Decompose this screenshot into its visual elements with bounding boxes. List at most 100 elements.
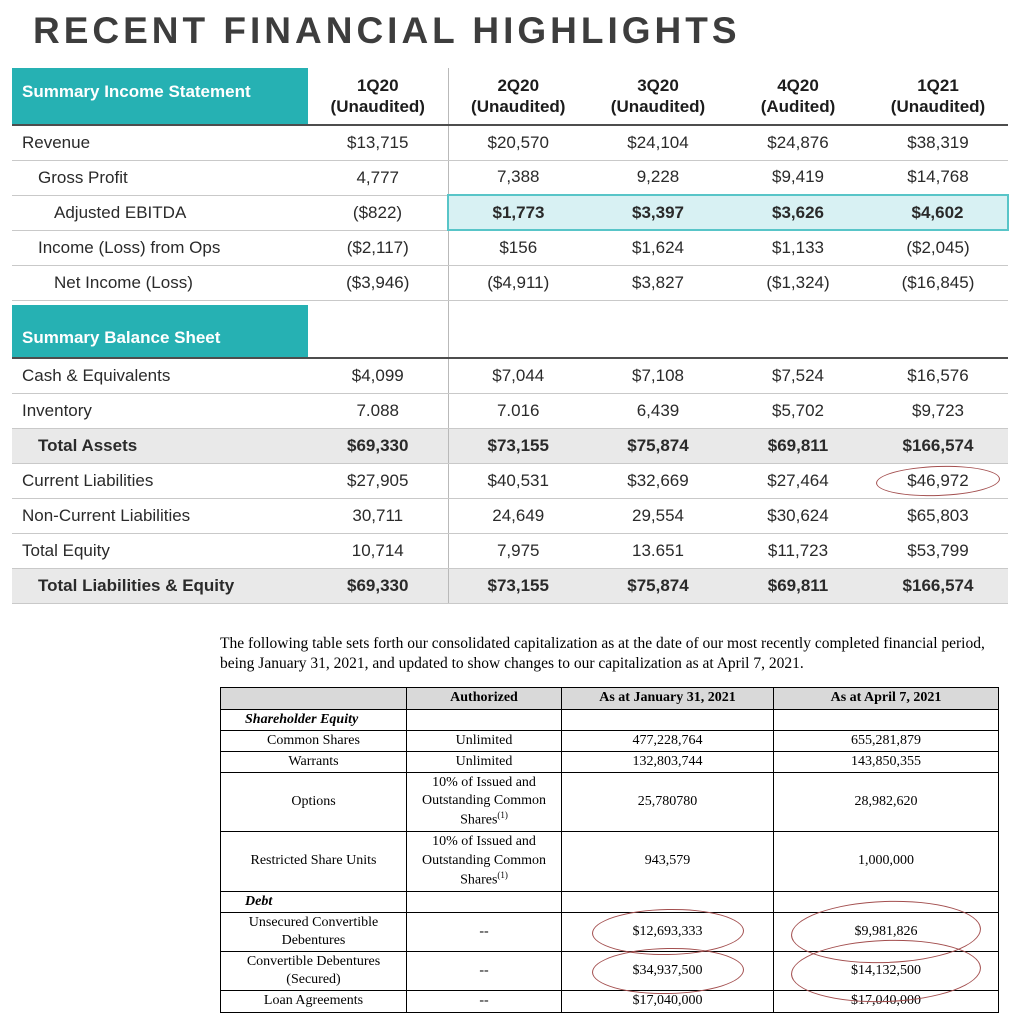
- column-period: 1Q21: [917, 75, 959, 95]
- cell: $38,319: [868, 125, 1008, 161]
- cell: 9,228: [588, 160, 728, 196]
- cap-cell: 943,579: [561, 831, 774, 892]
- cell: $65,803: [868, 498, 1008, 534]
- cell: $13,715: [308, 125, 448, 161]
- summary-table-header-row: Summary Income Statement 1Q20 (Unaudited) 2…: [12, 68, 1008, 126]
- row-label: Non-Current Liabilities: [12, 498, 308, 534]
- cap-row: Convertible Debentures (Secured) -- $34,93…: [220, 936, 999, 1006]
- cell: $16,576: [868, 358, 1008, 394]
- cell: $69,330: [308, 428, 448, 464]
- cell: $14,768: [868, 160, 1008, 196]
- cap-row: Loan Agreements -- $17,040,000 $17,040,000: [220, 990, 999, 1013]
- row-label: Total Equity: [12, 533, 308, 569]
- cell: ($1,324): [728, 265, 868, 301]
- cell: $20,570: [447, 125, 588, 161]
- row-label: Cash & Equivalents: [12, 358, 308, 394]
- column-header-1Q21: 1Q21 (Unaudited): [868, 68, 1008, 126]
- cap-label: Convertible Debentures (Secured): [220, 951, 407, 992]
- cell: $7,524: [728, 358, 868, 394]
- cap-label: Loan Agreements: [220, 990, 407, 1013]
- cell: 10,714: [308, 533, 448, 569]
- balance-row: Current Liabilities $27,905 $40,531 $32,669…: [12, 463, 1008, 499]
- cap-label: Restricted Share Units: [220, 831, 407, 892]
- annotation-circle: [591, 907, 744, 957]
- cell: ($4,911): [447, 265, 588, 301]
- column-audit-status: (Unaudited): [610, 97, 706, 116]
- row-label: Total Liabilities & Equity: [12, 568, 308, 604]
- cell: $27,464: [728, 463, 868, 499]
- cell: $9,419: [728, 160, 868, 196]
- cell: ($3,946): [308, 265, 448, 301]
- cap-header: As at April 7, 2021: [773, 687, 999, 710]
- column-period: 4Q20: [777, 75, 819, 95]
- cap-authorized: 10% of Issued and Outstanding Common Sha…: [406, 831, 562, 892]
- cap-authorized: Unlimited: [406, 750, 562, 774]
- balance-sheet-header: Summary Balance Sheet: [12, 305, 308, 357]
- cell: $1,133: [728, 230, 868, 266]
- row-label: Net Income (Loss): [12, 265, 308, 301]
- column-audit-status: (Audited): [760, 97, 836, 116]
- cap-authorized: --: [406, 911, 562, 953]
- cell: 7,975: [447, 533, 588, 569]
- cap-cell: 132,803,744: [561, 750, 774, 774]
- cap-row: Shareholder Equity: [220, 708, 999, 731]
- cap-cell: $9,981,826: [773, 897, 999, 967]
- balance-row: Total Assets $69,330 $73,155 $75,874 $69,811…: [12, 428, 1008, 464]
- cell: $40,531: [447, 463, 588, 499]
- section-label: Debt: [220, 890, 407, 913]
- column-header-2Q20: 2Q20 (Unaudited): [447, 68, 588, 126]
- column-header-1Q20: 1Q20 (Unaudited): [308, 68, 448, 126]
- cap-cell: 1,000,000: [773, 831, 999, 892]
- cell: 4,777: [308, 160, 448, 196]
- cell: $3,397: [588, 194, 728, 231]
- income-row: Income (Loss) from Ops ($2,117) $156 $1,624…: [12, 230, 1008, 266]
- cell: $7,044: [447, 358, 588, 394]
- cell: $75,874: [588, 568, 728, 604]
- column-audit-status: (Unaudited): [471, 97, 566, 116]
- cell: ($2,117): [308, 230, 448, 266]
- cap-row: Common Shares Unlimited 477,228,764 655,281…: [220, 729, 999, 752]
- cap-row: Unsecured Convertible Debentures -- $12,69…: [220, 897, 999, 967]
- capitalization-section: The following table sets forth our conso…: [220, 634, 1010, 1013]
- cell: 29,554: [588, 498, 728, 534]
- cell: ($16,845): [868, 265, 1008, 301]
- cell: $4,099: [308, 358, 448, 394]
- cell: 6,439: [588, 393, 728, 429]
- cell: $11,723: [728, 533, 868, 569]
- section-label: Shareholder Equity: [220, 708, 407, 731]
- cell: $30,624: [728, 498, 868, 534]
- cap-cell: 28,982,620: [773, 772, 999, 833]
- cap-authorized: --: [406, 990, 562, 1013]
- cap-header: Authorized: [406, 687, 562, 710]
- cell: $9,723: [868, 393, 1008, 429]
- footnote-marker: (1): [497, 810, 508, 821]
- cap-row: Options 10% of Issued and Outstanding Com…: [220, 772, 999, 833]
- row-label: Income (Loss) from Ops: [12, 230, 308, 266]
- row-label: Inventory: [12, 393, 308, 429]
- cell: $24,104: [588, 125, 728, 161]
- cell: 7.016: [447, 393, 588, 429]
- row-label: Revenue: [12, 125, 308, 161]
- capitalization-table: Authorized As at January 31, 2021 As at Ap…: [220, 687, 999, 1013]
- income-row: Revenue $13,715 $20,570 $24,104 $24,876 $38,3…: [12, 125, 1008, 161]
- cap-label: Common Shares: [220, 729, 407, 752]
- cap-cell: 477,228,764: [561, 729, 774, 752]
- cap-cell: $17,040,000: [773, 990, 999, 1013]
- cell: $69,811: [728, 568, 868, 604]
- balance-sheet-band-row: Summary Balance Sheet: [12, 300, 1008, 359]
- balance-row: Inventory 7.088 7.016 6,439 $5,702 $9,723: [12, 393, 1008, 429]
- cell: $73,155: [447, 568, 588, 604]
- balance-row: Non-Current Liabilities 30,711 24,649 29,55…: [12, 498, 1008, 534]
- cell: $32,669: [588, 463, 728, 499]
- row-label: Adjusted EBITDA: [12, 195, 308, 231]
- cell: 30,711: [308, 498, 448, 534]
- cell: $73,155: [447, 428, 588, 464]
- cell: ($2,045): [868, 230, 1008, 266]
- cap-header: [220, 687, 407, 710]
- page-title: RECENT FINANCIAL HIGHLIGHTS: [33, 10, 741, 51]
- column-period: 1Q20: [356, 75, 399, 95]
- capitalization-header-row: Authorized As at January 31, 2021 As at Ap…: [220, 687, 999, 710]
- cap-authorized: 10% of Issued and Outstanding Common Sha…: [406, 772, 562, 833]
- column-header-4Q20: 4Q20 (Audited): [728, 68, 868, 126]
- row-label: Total Assets: [12, 428, 308, 464]
